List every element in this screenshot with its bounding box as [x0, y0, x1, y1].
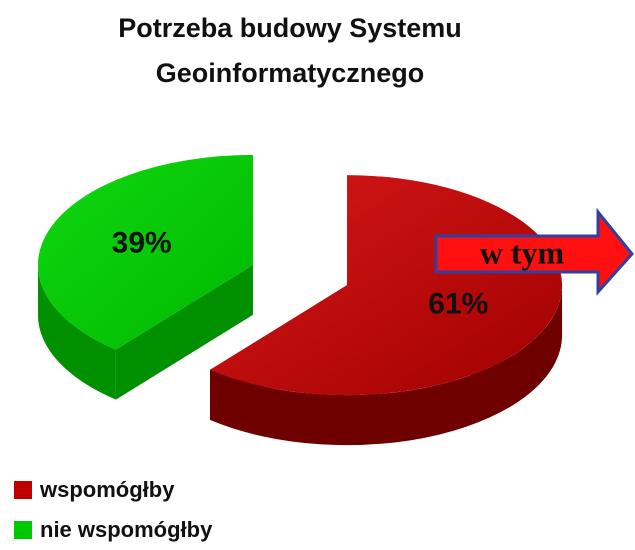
- chart-title: Potrzeba budowy Systemu Geoinformatyczne…: [118, 13, 462, 88]
- arrow-shape: [434, 207, 634, 296]
- legend-item: nie wspomógłby: [14, 510, 212, 550]
- data-label: 39%: [112, 226, 172, 259]
- legend-swatch: [14, 481, 32, 499]
- arrow: w tym: [434, 207, 634, 296]
- data-label: 61%: [428, 288, 488, 321]
- slice-wall: [37, 264, 116, 400]
- annotation: w tym: [480, 234, 565, 270]
- legend-label: nie wspomógłby: [40, 517, 213, 542]
- legend: wspomógłby nie wspomógłby: [14, 470, 212, 550]
- legend-label: wspomógłby: [40, 477, 175, 502]
- legend-swatch: [14, 521, 32, 539]
- slice: [209, 175, 563, 396]
- slice-wall: [209, 285, 563, 446]
- slice: [37, 154, 253, 350]
- legend-item: wspomógłby: [14, 470, 212, 510]
- slice-side: [115, 264, 253, 400]
- pie: 61% 39%: [37, 154, 563, 446]
